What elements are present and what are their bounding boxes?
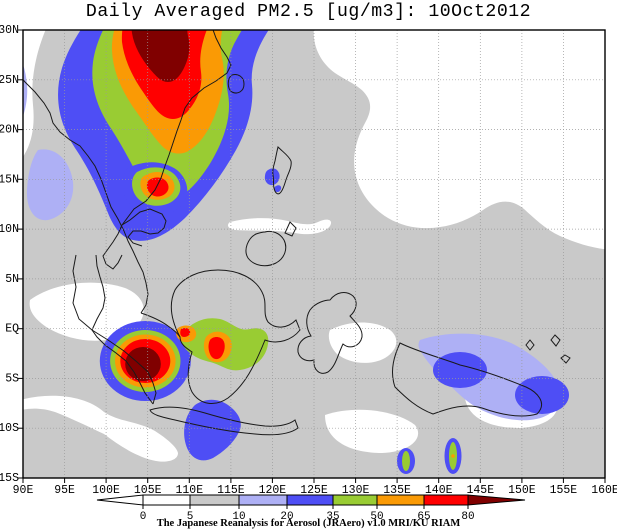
svg-text:20N: 20N (0, 124, 19, 137)
svg-text:15N: 15N (0, 173, 19, 186)
svg-text:150E: 150E (508, 484, 536, 497)
svg-text:160E: 160E (591, 484, 617, 497)
svg-text:155E: 155E (550, 484, 578, 497)
svg-text:90E: 90E (13, 484, 34, 497)
svg-text:95E: 95E (54, 484, 75, 497)
svg-text:5S: 5S (5, 372, 19, 385)
svg-text:25N: 25N (0, 74, 19, 87)
svg-text:30N: 30N (0, 24, 19, 37)
svg-text:10N: 10N (0, 223, 19, 236)
svg-text:10S: 10S (0, 422, 19, 435)
svg-text:EQ: EQ (5, 323, 19, 336)
svg-text:5N: 5N (5, 273, 19, 286)
svg-text:100E: 100E (92, 484, 120, 497)
